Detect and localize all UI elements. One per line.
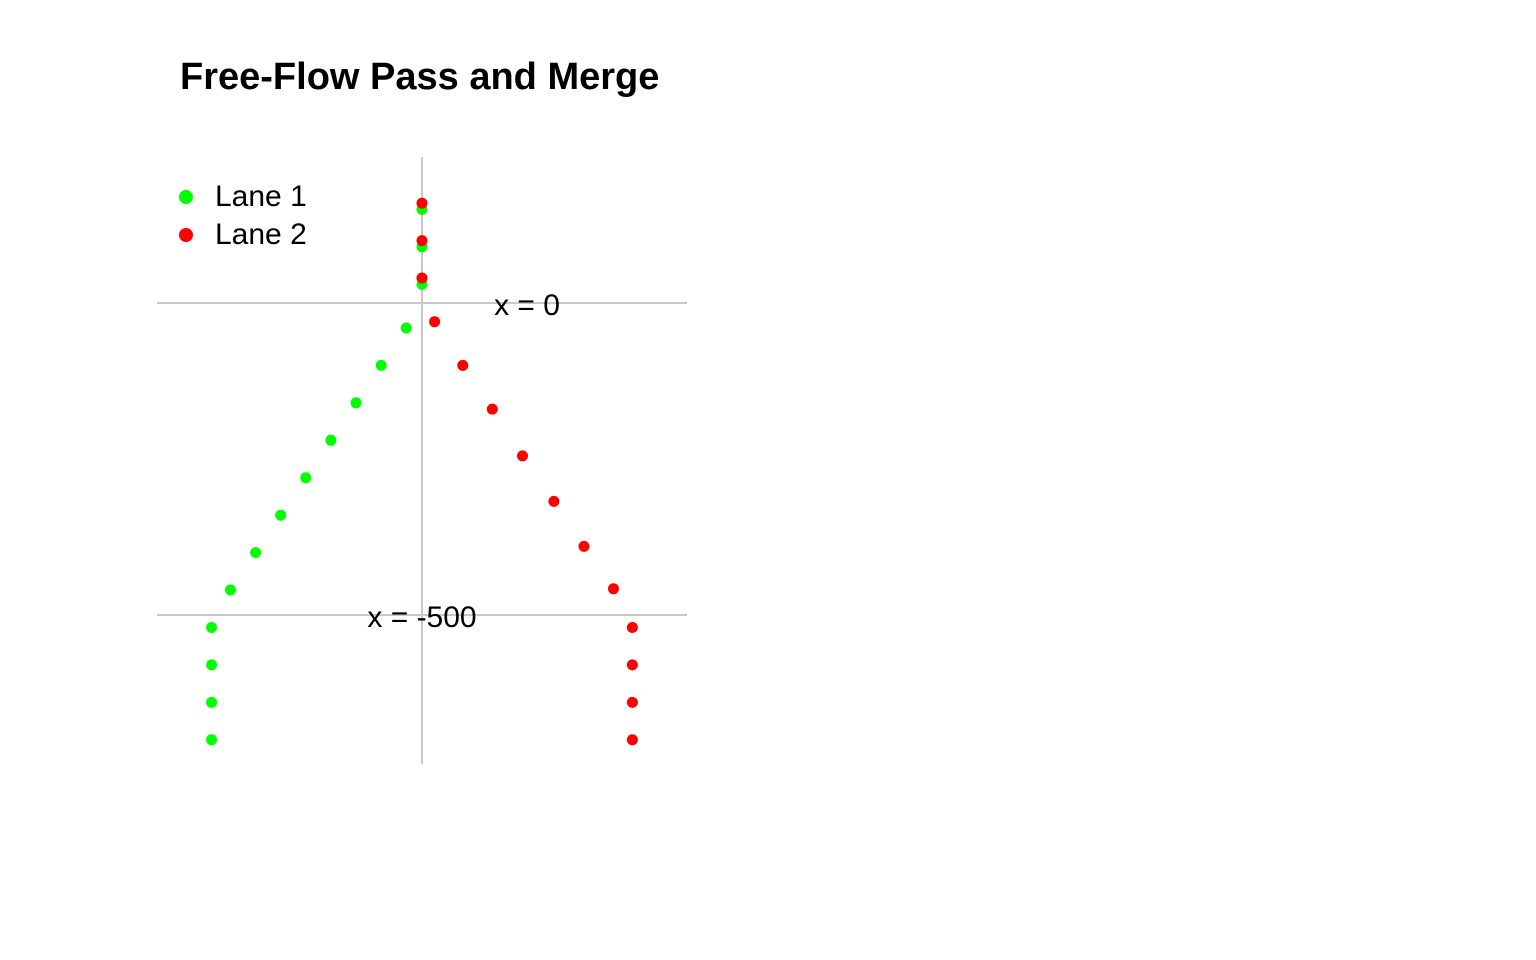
legend: Lane 1 Lane 2 [176, 178, 307, 254]
point-lane-1-9 [250, 547, 262, 559]
point-lane-1-10 [225, 584, 236, 596]
point-lane-2-2 [416, 272, 428, 284]
point-lane-2-3 [429, 316, 441, 328]
point-lane-1-3 [400, 322, 412, 334]
points-layer [206, 197, 638, 746]
point-lane-2-1 [416, 235, 428, 247]
point-lane-2-11 [626, 659, 638, 671]
point-lane-2-12 [626, 696, 638, 708]
legend-label-lane-2: Lane 2 [215, 218, 307, 251]
chart-title: Free-Flow Pass and Merge [180, 56, 660, 98]
point-lane-1-6 [325, 434, 337, 446]
point-lane-1-7 [300, 472, 312, 484]
point-lane-2-7 [548, 495, 560, 507]
axes-layer [157, 157, 687, 764]
point-lane-1-5 [350, 397, 362, 409]
point-lane-1-14 [206, 734, 218, 746]
point-lane-1-4 [375, 359, 387, 371]
point-lane-2-6 [517, 450, 528, 462]
point-lane-1-8 [275, 509, 287, 521]
point-lane-2-13 [626, 734, 638, 746]
legend-item-lane-1: Lane 1 [176, 178, 307, 216]
labels-layer: x = 0 x = -500 [367, 289, 560, 634]
point-lane-2-8 [578, 540, 590, 552]
point-lane-2-5 [486, 403, 498, 415]
point-lane-1-12 [206, 659, 218, 671]
legend-item-lane-2: Lane 2 [176, 216, 307, 254]
point-lane-1-13 [206, 696, 218, 708]
legend-label-lane-1: Lane 1 [215, 180, 307, 213]
legend-swatch-lane-2 [179, 228, 193, 242]
reference-label-0: x = 0 [494, 289, 560, 322]
point-lane-2-4 [457, 359, 469, 371]
reference-label-1: x = -500 [367, 601, 476, 634]
point-lane-2-10 [626, 622, 638, 633]
point-lane-1-11 [206, 622, 218, 633]
point-lane-2-0 [416, 197, 428, 209]
point-lane-2-9 [608, 583, 619, 595]
legend-swatch-lane-1 [179, 190, 193, 204]
